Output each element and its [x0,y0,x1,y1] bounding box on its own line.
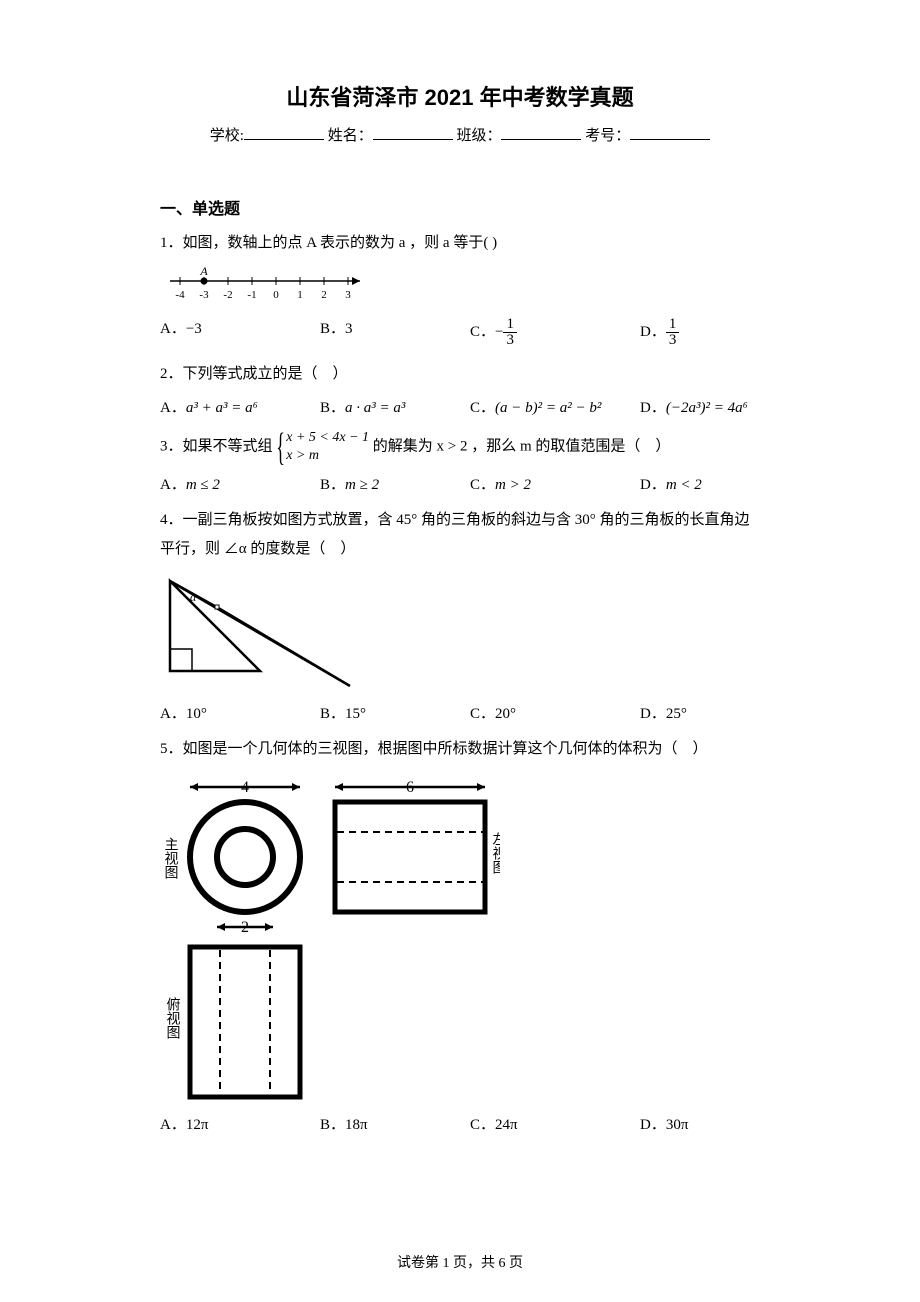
section-1-title: 一、单选题 [160,195,760,219]
q1-option-c: C．−13 [470,317,640,348]
svg-text:主视图: 主视图 [163,837,179,879]
q2b-label: B． [320,400,345,416]
q4-option-b: B．15° [320,702,470,723]
svg-text:2: 2 [241,919,249,936]
q2-option-c: C．(a − b)² = a² − b² [470,396,640,417]
class-label: 班级： [456,128,501,144]
q3-options: A．m ≤ 2 B．m ≥ 2 C．m > 2 D．m < 2 [160,473,760,494]
q1d-den: 3 [666,333,680,348]
svg-text:4: 4 [241,779,249,796]
page-footer: 试卷第 1 页，共 6 页 [0,1252,920,1272]
q2c-label: C． [470,400,495,416]
number-label: 考号： [585,128,630,144]
q3-prefix: 3．如果不等式组 [160,439,273,455]
svg-text:6: 6 [406,779,414,796]
name-label: 姓名： [328,128,373,144]
q1c-num: 1 [503,317,517,333]
q3-option-b: B．m ≥ 2 [320,473,470,494]
q3-line1: x + 5 < 4x − 1 [286,429,369,447]
school-blank [244,126,324,140]
q3b-math: m ≥ 2 [345,477,379,493]
q3c-label: C． [470,477,495,493]
q1c-prefix: C． [470,323,495,339]
school-label: 学校: [210,128,244,144]
q2-options: A．a³ + a³ = a⁶ B．a · a³ = a³ C．(a − b)² … [160,396,760,417]
q3a-math: m ≤ 2 [186,477,220,493]
svg-text:-1: -1 [247,289,256,301]
q2-option-d: D．(−2a³)² = 4a⁶ [640,396,760,417]
q5-figure: 4 2 主视图 6 左视图 俯视图 [160,772,760,1107]
q2d-math: (−2a³)² = 4a⁶ [666,400,748,416]
svg-text:0: 0 [273,289,279,301]
q3d-math: m < 2 [666,477,702,493]
svg-text:2: 2 [321,289,327,301]
q1-numberline: -4 -3 -2 -1 0 1 2 3 A [160,266,760,311]
q2a-math: a³ + a³ = a⁶ [186,400,258,416]
q3-option-c: C．m > 2 [470,473,640,494]
svg-text:A: A [199,266,208,278]
q1-option-b: B．3 [320,317,470,348]
student-info-line: 学校: 姓名： 班级： 考号： [160,124,760,145]
q1d-num: 1 [666,317,680,333]
q3c-math: m > 2 [495,477,531,493]
svg-text:-3: -3 [199,289,209,301]
name-blank [373,126,453,140]
q3-inequality-system: x + 5 < 4x − 1 x > m [276,429,369,465]
q1-text: 1．如图，数轴上的点 A 表示的数为 a ，则 a 等于( ) [160,235,497,251]
svg-text:-2: -2 [223,289,232,301]
svg-text:3: 3 [345,289,351,301]
q4-option-c: C．20° [470,702,640,723]
svg-text:-4: -4 [175,289,185,301]
q2c-math: (a − b)² = a² − b² [495,400,601,416]
q1-option-a: A．−3 [160,317,320,348]
q2d-label: D． [640,400,666,416]
q3-suffix: 的解集为 x > 2 ，那么 m 的取值范围是（ ） [373,439,671,455]
svg-text:α: α [190,590,197,604]
number-blank [630,126,710,140]
q4-option-d: D．25° [640,702,760,723]
q5-option-c: C．24π [470,1113,640,1134]
svg-text:左视图: 左视图 [491,832,501,874]
question-3-stem: 3．如果不等式组 x + 5 < 4x − 1 x > m 的解集为 x > 2… [160,429,760,465]
question-4-stem: 4．一副三角板按如图方式放置，含 45° 角的三角板的斜边与含 30° 角的三角… [160,506,760,563]
q5b-text: B．18π [320,1117,368,1133]
q5c-text: C．24π [470,1117,518,1133]
svg-text:1: 1 [297,289,303,301]
q5-option-a: A．12π [160,1113,320,1134]
q4-options: A．10° B．15° C．20° D．25° [160,702,760,723]
question-5-stem: 5．如图是一个几何体的三视图，根据图中所标数据计算这个几何体的体积为（ ） [160,735,760,764]
q2-option-b: B．a · a³ = a³ [320,396,470,417]
q1c-den: 3 [503,333,517,348]
q5-options: A．12π B．18π C．24π D．30π [160,1113,760,1134]
q3-option-d: D．m < 2 [640,473,760,494]
q2b-math: a · a³ = a³ [345,400,405,416]
q1-options: A．−3 B．3 C．−13 D．13 [160,317,760,348]
q5d-text: D．30π [640,1117,688,1133]
q3d-label: D． [640,477,666,493]
svg-text:俯视图: 俯视图 [165,997,181,1039]
q1-option-d: D．13 [640,317,760,348]
question-1-stem: 1．如图，数轴上的点 A 表示的数为 a ，则 a 等于( ) [160,229,760,258]
q3b-label: B． [320,477,345,493]
q1d-prefix: D． [640,323,666,339]
q4-figure: α [160,571,760,696]
q2a-label: A． [160,400,186,416]
q5a-text: A．12π [160,1117,208,1133]
q3-line2: x > m [286,447,369,465]
q5-option-b: B．18π [320,1113,470,1134]
q3-option-a: A．m ≤ 2 [160,473,320,494]
q2-option-a: A．a³ + a³ = a⁶ [160,396,320,417]
q4-option-a: A．10° [160,702,320,723]
q3a-label: A． [160,477,186,493]
exam-title: 山东省菏泽市 2021 年中考数学真题 [160,80,760,112]
question-2-stem: 2．下列等式成立的是（ ） [160,360,760,389]
q5-option-d: D．30π [640,1113,760,1134]
class-blank [501,126,581,140]
